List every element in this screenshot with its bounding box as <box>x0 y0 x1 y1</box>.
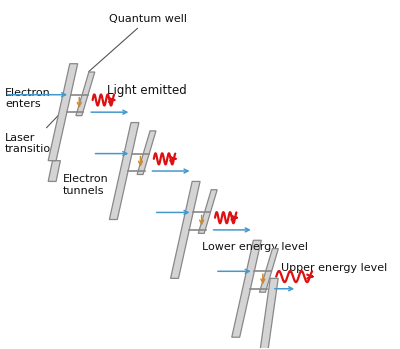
Text: Electron
tunnels: Electron tunnels <box>62 174 108 196</box>
Polygon shape <box>48 64 78 161</box>
Text: Light emitted: Light emitted <box>107 84 187 97</box>
Polygon shape <box>48 161 60 181</box>
Text: Quantum well: Quantum well <box>89 14 187 72</box>
Polygon shape <box>260 279 278 349</box>
Polygon shape <box>232 240 261 337</box>
Polygon shape <box>170 181 200 279</box>
Polygon shape <box>198 190 217 233</box>
Text: Laser
transition: Laser transition <box>5 105 68 154</box>
Polygon shape <box>260 248 278 292</box>
Text: Upper energy level: Upper energy level <box>281 263 388 273</box>
Polygon shape <box>137 131 156 174</box>
Text: Electron
enters: Electron enters <box>5 88 51 109</box>
Polygon shape <box>109 122 139 220</box>
Polygon shape <box>76 72 95 116</box>
Text: Lower energy level: Lower energy level <box>202 242 308 252</box>
